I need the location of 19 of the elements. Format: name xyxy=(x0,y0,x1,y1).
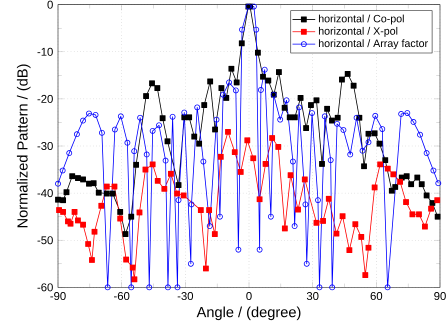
y-tick-label: 0 xyxy=(47,0,53,9)
y-tick-label: -10 xyxy=(37,48,53,56)
x-axis-title: Angle / (degree) xyxy=(196,306,300,320)
x-tick-label: -60 xyxy=(114,292,130,300)
x-tick-label: 90 xyxy=(434,292,446,300)
y-tick-label: -60 xyxy=(37,283,53,292)
y-tick-label: -50 xyxy=(37,236,53,244)
x-tick-label: 30 xyxy=(306,292,318,300)
legend-label: horizontal / Array factor xyxy=(318,39,428,50)
x-tick-label: 0 xyxy=(246,292,252,300)
y-tick-label: -30 xyxy=(37,142,53,150)
x-tick-label: -30 xyxy=(178,292,194,300)
legend-label: horizontal / X-pol xyxy=(318,26,398,37)
x-tick-label: 60 xyxy=(370,292,382,300)
y-tick-label: -40 xyxy=(37,189,53,198)
legend-label: horizontal / Co-pol xyxy=(318,14,404,24)
x-tick-label: -90 xyxy=(50,292,66,300)
y-tick-label: -20 xyxy=(37,94,53,103)
y-axis-title: Normalized Pattern / (dB) xyxy=(16,64,31,228)
